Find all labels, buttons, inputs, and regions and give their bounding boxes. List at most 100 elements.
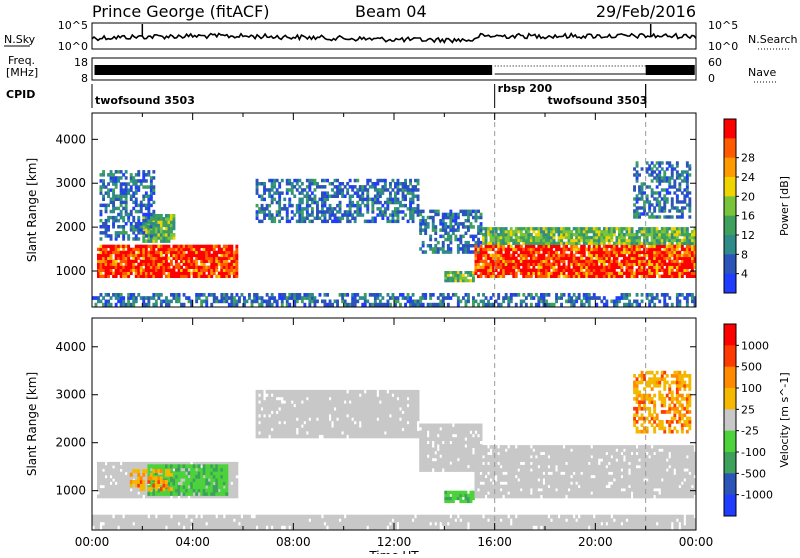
- heatmap-cell: [261, 417, 264, 421]
- heatmap-cell: [666, 200, 669, 203]
- heatmap-cell: [558, 242, 561, 245]
- heatmap-cell: [540, 296, 543, 300]
- heatmap-cell: [537, 251, 540, 254]
- heatmap-cell: [580, 245, 583, 248]
- heatmap-cell: [122, 234, 125, 238]
- heatmap-cell: [605, 245, 608, 248]
- heatmap-cell: [651, 230, 654, 233]
- heatmap-cell: [530, 239, 533, 242]
- heatmap-cell: [301, 300, 304, 304]
- heatmap-cell: [543, 242, 546, 245]
- heatmap-cell: [198, 293, 201, 297]
- heatmap-cell: [457, 250, 460, 254]
- heatmap-cell: [173, 475, 176, 479]
- heatmap-cell: [102, 173, 105, 177]
- heatmap-cell: [163, 487, 166, 491]
- heatmap-cell: [336, 191, 339, 195]
- heatmap-cell: [404, 179, 407, 183]
- heatmap-cell: [532, 272, 535, 275]
- heatmap-cell: [210, 482, 213, 486]
- heatmap-cell: [588, 236, 591, 239]
- heatmap-cell: [233, 300, 236, 304]
- heatmap-cell: [454, 277, 457, 280]
- heatmap-cell: [115, 263, 118, 266]
- heatmap-cell: [223, 260, 226, 263]
- heatmap-cell: [155, 236, 158, 240]
- heatmap-cell: [517, 263, 520, 266]
- heatmap-cell: [155, 464, 158, 468]
- heatmap-cell: [165, 300, 168, 304]
- heatmap-cell: [324, 210, 327, 214]
- heatmap-cell: [522, 300, 525, 304]
- heatmap-cell: [188, 266, 191, 269]
- heatmap-cell: [173, 464, 176, 468]
- heatmap-cell: [374, 303, 377, 307]
- heatmap-cell: [452, 219, 455, 223]
- heatmap-cell: [200, 293, 203, 297]
- heatmap-cell: [235, 254, 238, 257]
- heatmap-cell: [691, 275, 694, 278]
- heatmap-cell: [147, 251, 150, 254]
- heatmap-cell: [266, 293, 269, 297]
- heatmap-cell: [303, 417, 306, 421]
- heatmap-cell: [115, 216, 118, 220]
- heatmap-cell: [472, 235, 475, 239]
- heatmap-cell: [422, 293, 425, 297]
- heatmap-cell: [495, 236, 498, 239]
- heatmap-cell: [510, 263, 513, 266]
- heatmap-cell: [470, 213, 473, 217]
- heatmap-cell: [691, 257, 694, 260]
- heatmap-cell: [107, 495, 110, 499]
- heatmap-cell: [150, 464, 153, 468]
- heatmap-cell: [392, 293, 395, 297]
- heatmap-cell: [462, 250, 465, 254]
- heatmap-cell: [540, 257, 543, 260]
- heatmap-cell: [548, 248, 551, 251]
- heatmap-cell: [278, 414, 281, 418]
- heatmap-cell: [673, 182, 676, 185]
- heatmap-cell: [633, 254, 636, 257]
- heatmap-cell: [356, 179, 359, 183]
- heatmap-cell: [228, 254, 231, 257]
- heatmap-cell: [263, 431, 266, 435]
- heatmap-cell: [276, 179, 279, 183]
- heatmap-cell: [578, 296, 581, 300]
- heatmap-cell: [621, 266, 624, 269]
- heatmap-cell: [633, 197, 636, 200]
- heatmap-cell: [105, 248, 108, 251]
- heatmap-cell: [147, 296, 150, 300]
- heatmap-cell: [210, 266, 213, 269]
- heatmap-cell: [595, 254, 598, 257]
- heatmap-cell: [658, 173, 661, 176]
- colorbar-tick-label: 20: [741, 190, 755, 203]
- heatmap-cell: [283, 404, 286, 408]
- heatmap-cell: [193, 478, 196, 482]
- heatmap-cell: [122, 266, 125, 269]
- heatmap-cell: [117, 475, 120, 479]
- heatmap-cell: [648, 227, 651, 230]
- heatmap-cell: [130, 296, 133, 300]
- heatmap-cell: [208, 468, 211, 472]
- heatmap-cell: [183, 269, 186, 272]
- heatmap-cell: [145, 204, 148, 208]
- heatmap-cell: [364, 185, 367, 189]
- heatmap-cell: [447, 250, 450, 254]
- heatmap-cell: [671, 248, 674, 251]
- heatmap-cell: [127, 248, 130, 251]
- heatmap-cell: [215, 300, 218, 304]
- heatmap-cell: [409, 303, 412, 307]
- heatmap-cell: [165, 260, 168, 263]
- heatmap-cell: [127, 257, 130, 260]
- heatmap-cell: [570, 248, 573, 251]
- heatmap-cell: [475, 272, 478, 275]
- heatmap-cell: [588, 260, 591, 263]
- heatmap-cell: [336, 188, 339, 192]
- heatmap-cell: [203, 257, 206, 260]
- heatmap-cell: [510, 300, 513, 304]
- heatmap-cell: [590, 251, 593, 254]
- heatmap-cell: [412, 191, 415, 195]
- heatmap-cell: [686, 230, 689, 233]
- heatmap-cell: [575, 263, 578, 266]
- heatmap-cell: [168, 227, 171, 231]
- heatmap-cell: [626, 248, 629, 251]
